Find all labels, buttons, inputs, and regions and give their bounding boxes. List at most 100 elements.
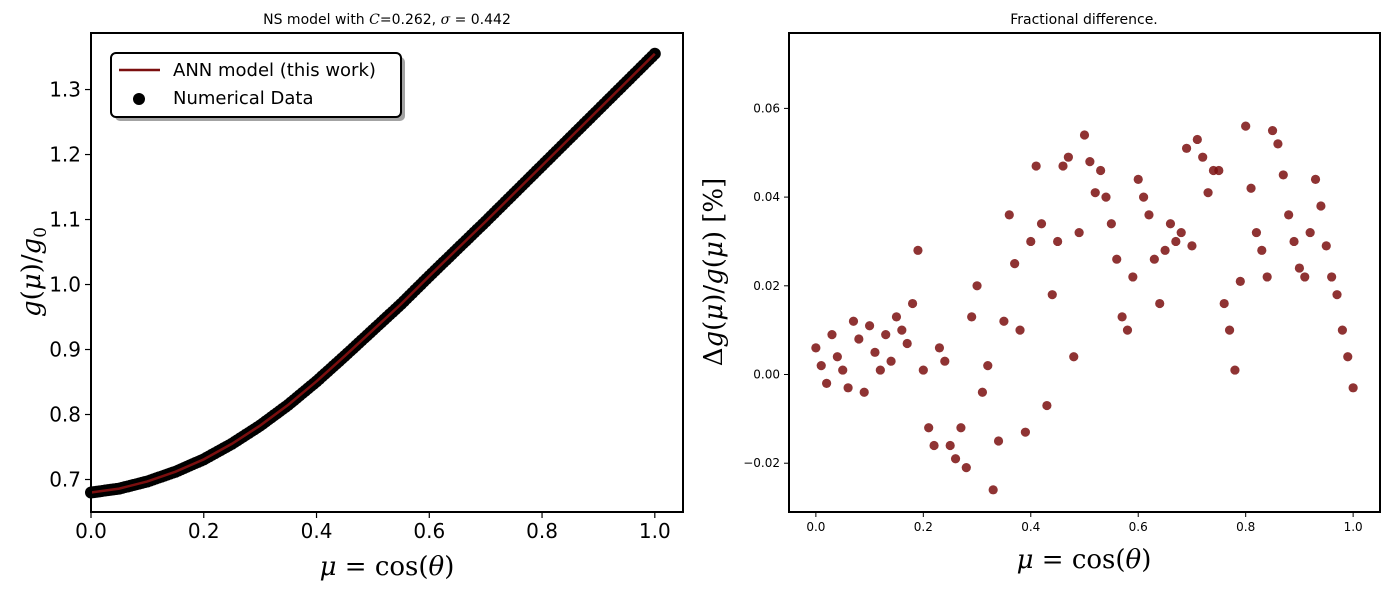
left-y-tick-label: 0.8 [49, 403, 81, 427]
right-data-point [1015, 325, 1025, 335]
right-data-point [1192, 134, 1202, 145]
right-data-point [1063, 152, 1073, 162]
right-data-point [1181, 143, 1192, 153]
right-data-point [1026, 236, 1036, 247]
right-data-point [1085, 157, 1095, 167]
legend: ANN model (this work) Numerical Data [110, 52, 405, 121]
right-data-point [1165, 219, 1176, 229]
right-y-tick-label: 0.02 [753, 279, 780, 293]
right-data-point [1144, 210, 1154, 220]
left-x-tick-label: 0.8 [526, 519, 558, 543]
right-data-point [816, 361, 826, 371]
right-data-point [1160, 245, 1170, 255]
right-x-tick-label: 0.2 [914, 520, 933, 534]
right-x-tick-label: 0.8 [1236, 520, 1255, 534]
right-data-point [918, 365, 928, 375]
right-data-point [902, 338, 912, 349]
legend-label-numerical: Numerical Data [173, 88, 314, 109]
right-data-point [1036, 219, 1047, 229]
left-y-tick-label: 1.1 [49, 208, 81, 232]
right-data-point [1047, 290, 1057, 300]
right-data-point [1305, 227, 1315, 238]
right-y-tick-label: 0.00 [753, 368, 780, 382]
left-x-tick-label: 0.6 [413, 519, 445, 543]
right-data-point [972, 281, 982, 291]
right-data-point [967, 312, 977, 322]
right-data-point [961, 463, 971, 473]
right-data-point [1289, 236, 1299, 247]
right-y-axis-label: Δg(μ)/g(μ) [%] [699, 178, 729, 367]
right-data-point [1079, 130, 1090, 140]
right-data-point [1278, 170, 1288, 180]
right-x-axis-label: μ = cos(θ) [1017, 545, 1152, 575]
right-data-point [859, 387, 869, 397]
left-y-tick-label: 0.7 [49, 468, 81, 492]
right-data-point [1343, 352, 1353, 362]
right-data-point [983, 361, 993, 371]
right-data-point [929, 440, 939, 451]
right-data-point [1224, 325, 1235, 335]
right-data-point [1101, 192, 1111, 202]
legend-label-ann: ANN model (this work) [173, 60, 376, 81]
right-data-point [1284, 210, 1294, 220]
right-data-point [913, 245, 923, 255]
right-data-point [1139, 192, 1149, 202]
right-y-ticks: −0.02 0.00 0.02 0.04 0.06 [743, 101, 789, 470]
right-data-point [864, 321, 875, 331]
right-data-point [1251, 227, 1262, 238]
right-data-point [1069, 352, 1079, 362]
right-data-point [848, 316, 859, 326]
right-data-point [1187, 241, 1197, 251]
right-data-point [1090, 188, 1100, 198]
right-data-point [843, 383, 853, 393]
right-data-point [822, 378, 832, 388]
right-data-point [1133, 174, 1143, 184]
left-series-line [90, 52, 656, 494]
right-data-point [811, 343, 821, 353]
right-data-point [1267, 125, 1278, 136]
right-data-point [1262, 272, 1272, 282]
left-axes-frame [90, 32, 684, 513]
left-chart-title: NS model with C=0.262, σ = 0.442 [263, 12, 511, 28]
right-data-point [924, 423, 934, 433]
right-data-point [1171, 236, 1181, 247]
right-data-point [1176, 227, 1186, 238]
left-x-axis-label: μ = cos(θ) [320, 552, 455, 582]
left-y-tick-label: 1.2 [49, 143, 81, 167]
right-data-point [1058, 161, 1068, 171]
right-data-point [988, 485, 998, 495]
right-data-point [907, 298, 918, 309]
right-data-point [1241, 121, 1251, 131]
right-data-point [945, 440, 955, 451]
left-x-tick-label: 0.0 [75, 519, 107, 543]
right-data-point [1235, 276, 1245, 286]
right-data-point [1004, 210, 1014, 220]
left-y-tick-label: 1.0 [49, 273, 81, 297]
right-data-point [1273, 139, 1283, 149]
right-data-point [1257, 245, 1267, 255]
left-y-ticks: 0.7 0.8 0.9 1.0 1.1 1.2 1.3 [49, 78, 91, 492]
right-data-point [956, 423, 966, 433]
right-data-point [1128, 272, 1138, 282]
right-data-point [1348, 383, 1358, 393]
right-x-ticks: 0.0 0.2 0.4 0.6 0.8 1.0 [806, 512, 1363, 534]
right-data-point [1074, 227, 1084, 238]
right-data-point [999, 316, 1009, 326]
right-data-point [838, 365, 848, 375]
right-data-point [1219, 298, 1229, 309]
right-data-point [1117, 312, 1127, 322]
right-data-point [1294, 263, 1305, 273]
left-y-axis-label: g(μ)/g0 [17, 227, 51, 317]
right-data-point [827, 329, 837, 340]
left-x-tick-label: 0.4 [301, 519, 333, 543]
right-data-point [875, 365, 885, 375]
right-data-point [1300, 272, 1310, 282]
right-data-point [1316, 201, 1326, 211]
right-data-point [1096, 165, 1106, 176]
right-data-point [1149, 254, 1159, 264]
right-data-point [1214, 165, 1224, 176]
right-data-point [891, 312, 902, 322]
right-y-tick-label: −0.02 [743, 456, 780, 470]
right-data-point [1230, 365, 1240, 375]
